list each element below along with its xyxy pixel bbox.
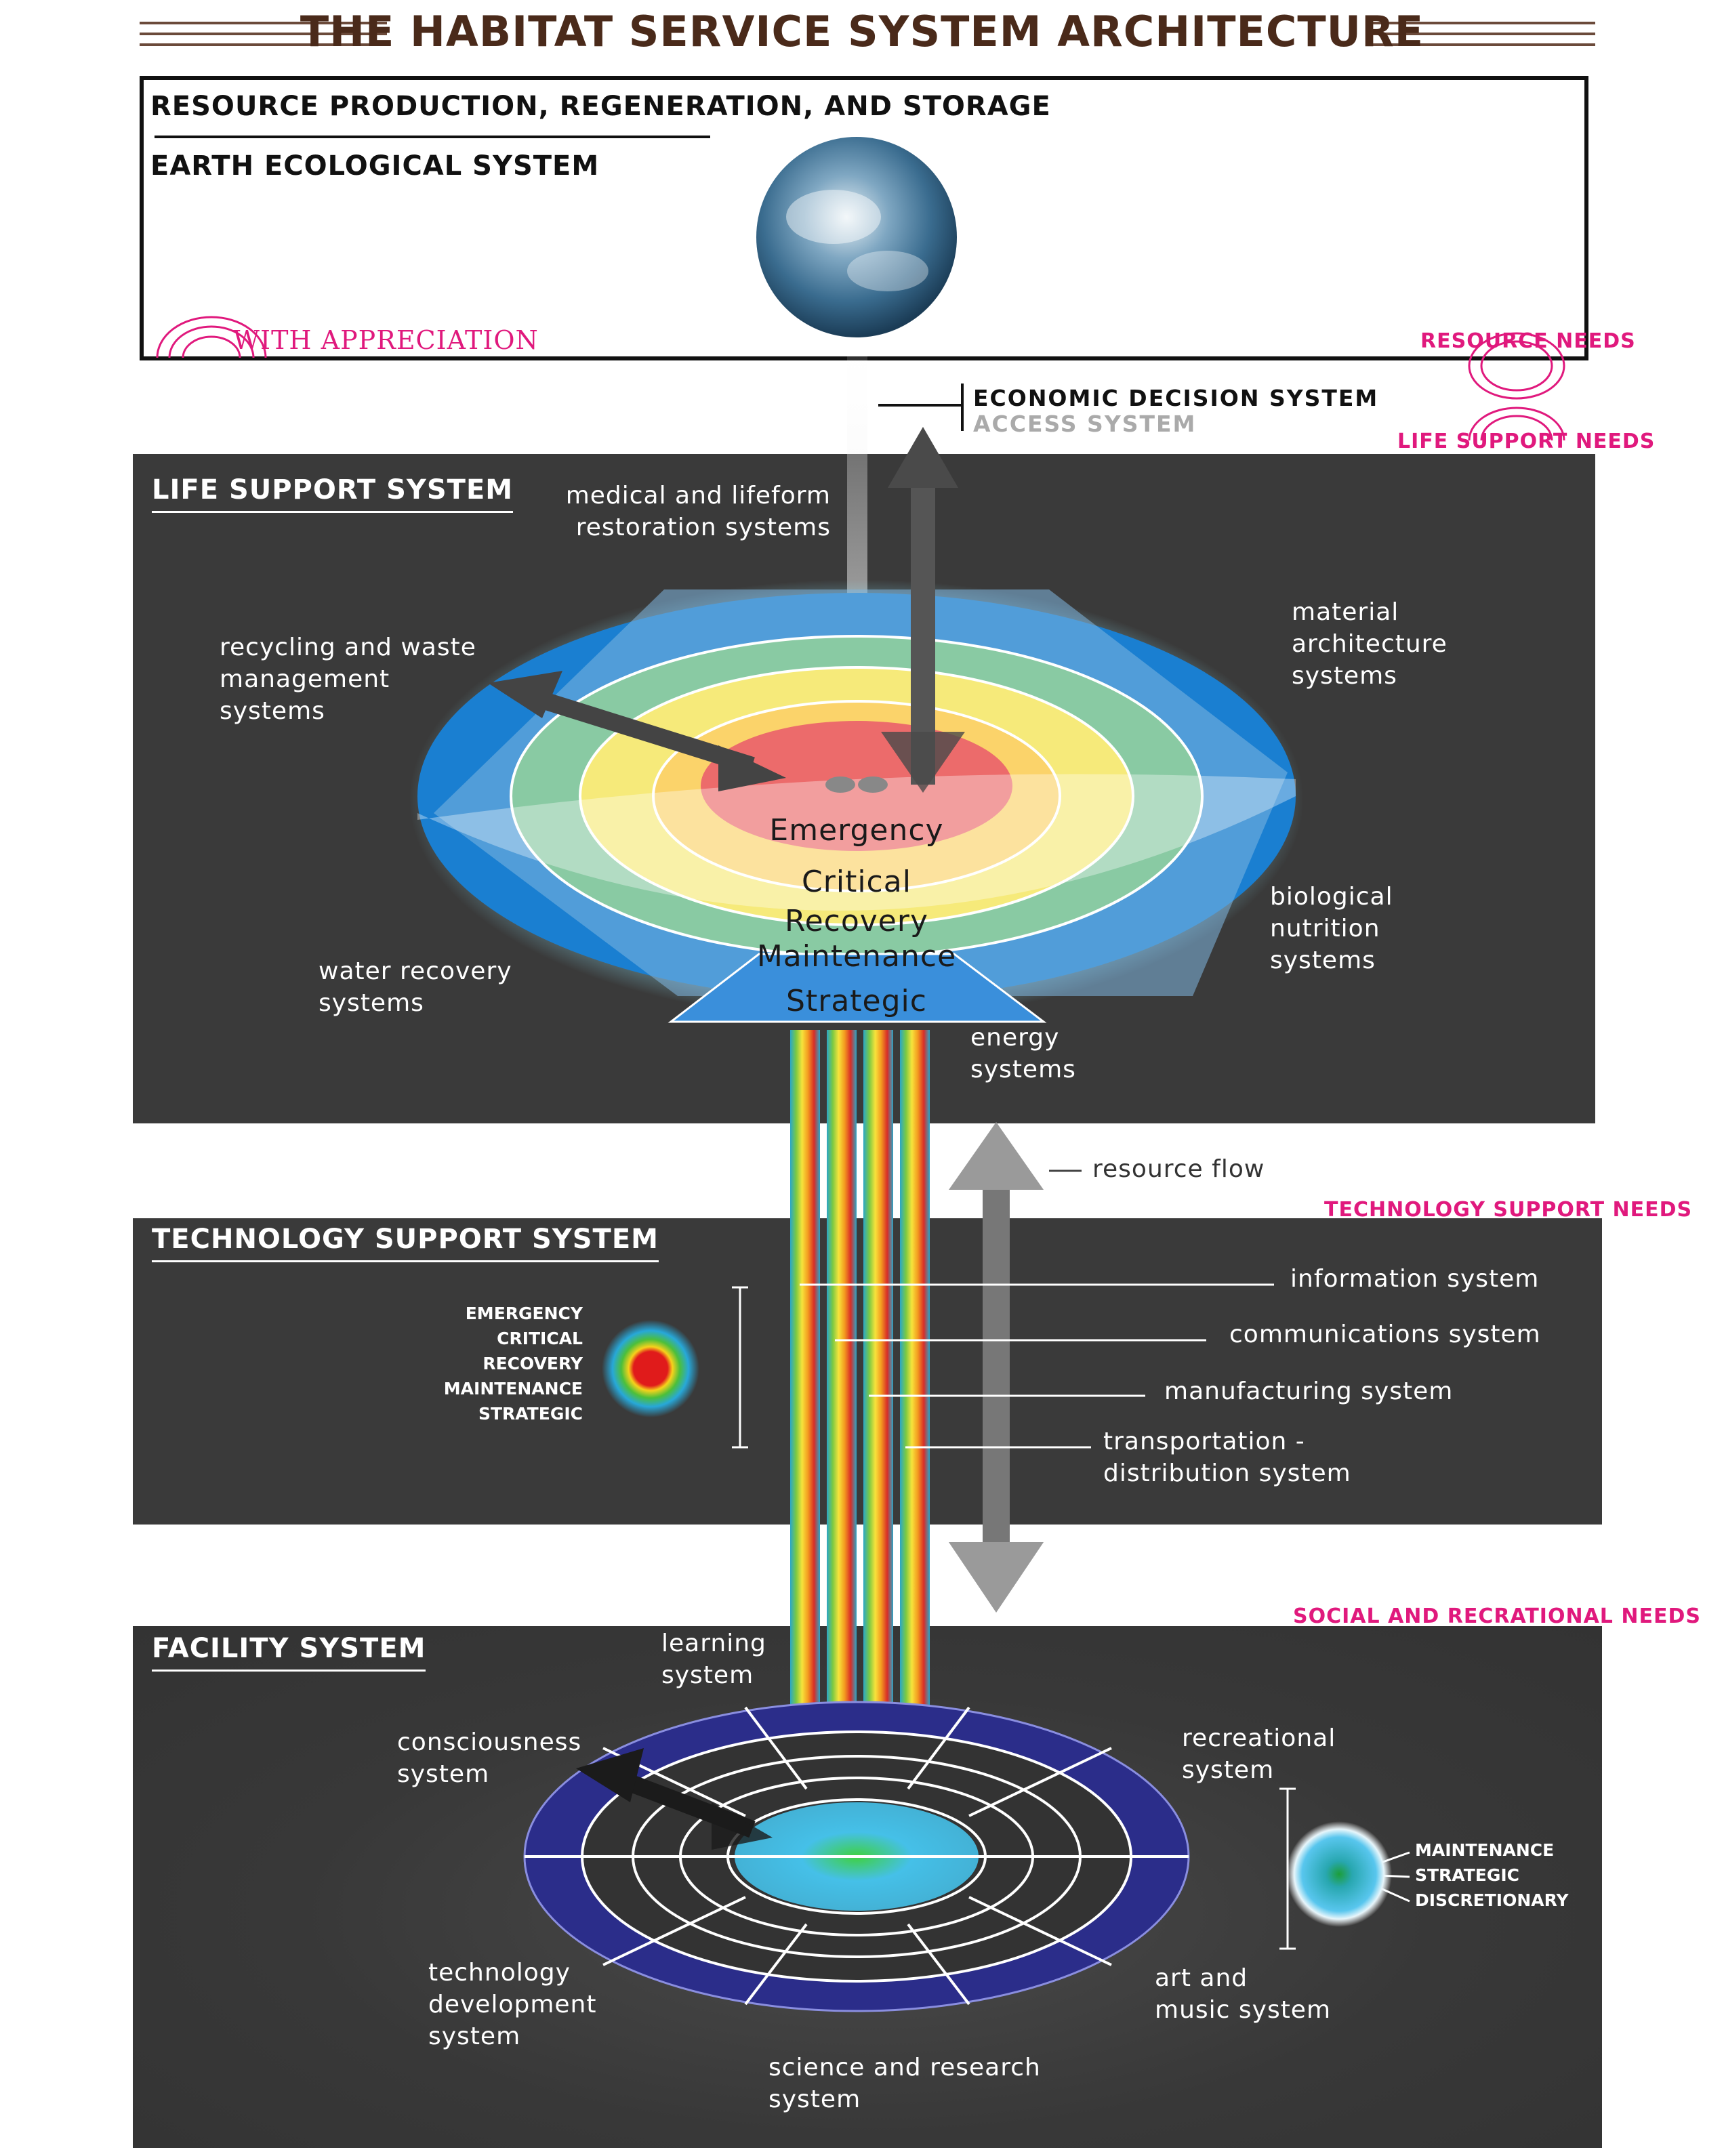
consciousness-line-2: system (397, 1760, 490, 1788)
ring-critical: Critical (802, 865, 911, 899)
technology-development-label: technology development system (428, 1957, 596, 2052)
tech-level-recovery: RECOVERY (483, 1354, 583, 1373)
biological-line-2: nutrition (1270, 915, 1380, 942)
appreciation-text: WITH APPRECIATION (233, 325, 539, 355)
art-line-1: art and (1155, 1964, 1248, 1992)
recreational-line-2: system (1182, 1756, 1275, 1784)
technology-title: TECHNOLOGY SUPPORT SYSTEM (152, 1224, 659, 1262)
facility-priority-dot (1286, 1821, 1392, 1927)
recycling-line-3: systems (220, 697, 325, 725)
science-research-label: science and research system (768, 2052, 1041, 2115)
resource-flow-label: resource flow (1092, 1155, 1265, 1183)
information-system-label: information system (1290, 1265, 1540, 1293)
page-title: THE HABITAT SERVICE SYSTEM ARCHITECTURE (300, 7, 1424, 56)
recycling-line-2: management (220, 665, 390, 693)
material-label: material architecture systems (1292, 596, 1448, 692)
material-line-2: architecture (1292, 630, 1448, 658)
tech-levels: EMERGENCY CRITICAL RECOVERY MAINTENANCE … (379, 1301, 583, 1426)
resource-heading: RESOURCE PRODUCTION, REGENERATION, AND S… (150, 91, 1051, 122)
recreational-line-1: recreational (1182, 1724, 1336, 1752)
technology-needs-label: TECHNOLOGY SUPPORT NEEDS (1324, 1198, 1693, 1222)
facility-levels: MAINTENANCE STRATEGIC DISCRETIONARY (1415, 1838, 1569, 1913)
tech-level-maintenance: MAINTENANCE (443, 1379, 583, 1398)
life-support-needs-label: LIFE SUPPORT NEEDS (1397, 430, 1656, 453)
facility-title: FACILITY SYSTEM (152, 1633, 426, 1672)
material-line-1: material (1292, 598, 1399, 626)
learning-line-2: system (661, 1661, 754, 1689)
consciousness-label: consciousness system (397, 1726, 581, 1790)
science-line-2: system (768, 2086, 861, 2113)
earth-globe (756, 137, 957, 337)
water-line-2: systems (319, 989, 424, 1017)
transportation-line-2: distribution system (1103, 1459, 1351, 1487)
recreational-label: recreational system (1182, 1722, 1336, 1786)
energy-line-1: energy (970, 1024, 1060, 1052)
tech-dev-line-2: development (428, 1991, 597, 2018)
facility-level-strategic: STRATEGIC (1415, 1865, 1520, 1885)
recycling-line-1: recycling and waste (220, 634, 476, 661)
life-support-title: LIFE SUPPORT SYSTEM (152, 474, 514, 513)
tech-dev-line-3: system (428, 2023, 521, 2050)
ring-recovery: Recovery (784, 904, 928, 938)
heading-underline (155, 136, 710, 138)
ring-maintenance: Maintenance (756, 939, 957, 974)
art-line-2: music system (1155, 1996, 1332, 2024)
ring-emergency: Emergency (769, 813, 944, 848)
energy-line-2: systems (970, 1056, 1076, 1083)
biological-line-3: systems (1270, 947, 1376, 974)
recycling-label: recycling and waste management systems (220, 631, 476, 727)
tech-level-critical: CRITICAL (497, 1329, 583, 1348)
transportation-line-1: transportation - (1103, 1428, 1305, 1455)
consciousness-line-1: consciousness (397, 1728, 582, 1756)
learning-line-1: learning (661, 1630, 766, 1657)
art-music-label: art and music system (1155, 1962, 1331, 2026)
biological-line-1: biological (1270, 883, 1393, 911)
communications-system-label: communications system (1229, 1321, 1541, 1348)
manufacturing-system-label: manufacturing system (1164, 1377, 1454, 1405)
tech-dev-line-1: technology (428, 1959, 571, 1987)
learning-label: learning system (661, 1628, 766, 1691)
tech-level-emergency: EMERGENCY (465, 1304, 583, 1323)
facility-level-maintenance: MAINTENANCE (1415, 1840, 1555, 1860)
ring-strategic: Strategic (786, 984, 927, 1018)
resource-subheading: EARTH ECOLOGICAL SYSTEM (150, 150, 600, 182)
access-system-label: ACCESS SYSTEM (973, 411, 1197, 437)
medical-line-1: medical and lifeform (565, 482, 831, 510)
facility-level-discretionary: DISCRETIONARY (1415, 1890, 1569, 1910)
medical-label: medical and lifeform restoration systems (560, 480, 831, 543)
energy-label: energy systems (970, 1022, 1076, 1085)
medical-line-2: restoration systems (575, 514, 831, 541)
tech-level-strategic: STRATEGIC (478, 1404, 583, 1424)
social-needs-label: SOCIAL AND RECRATIONAL NEEDS (1293, 1604, 1701, 1628)
transportation-label: transportation - distribution system (1103, 1426, 1351, 1489)
biological-label: biological nutrition systems (1270, 881, 1393, 976)
water-line-1: water recovery (319, 957, 512, 985)
science-line-1: science and research (768, 2054, 1041, 2081)
economic-decision-label: ECONOMIC DECISION SYSTEM (973, 385, 1379, 411)
material-line-3: systems (1292, 662, 1397, 690)
tech-priority-dot (602, 1320, 699, 1417)
water-label: water recovery systems (319, 955, 512, 1019)
